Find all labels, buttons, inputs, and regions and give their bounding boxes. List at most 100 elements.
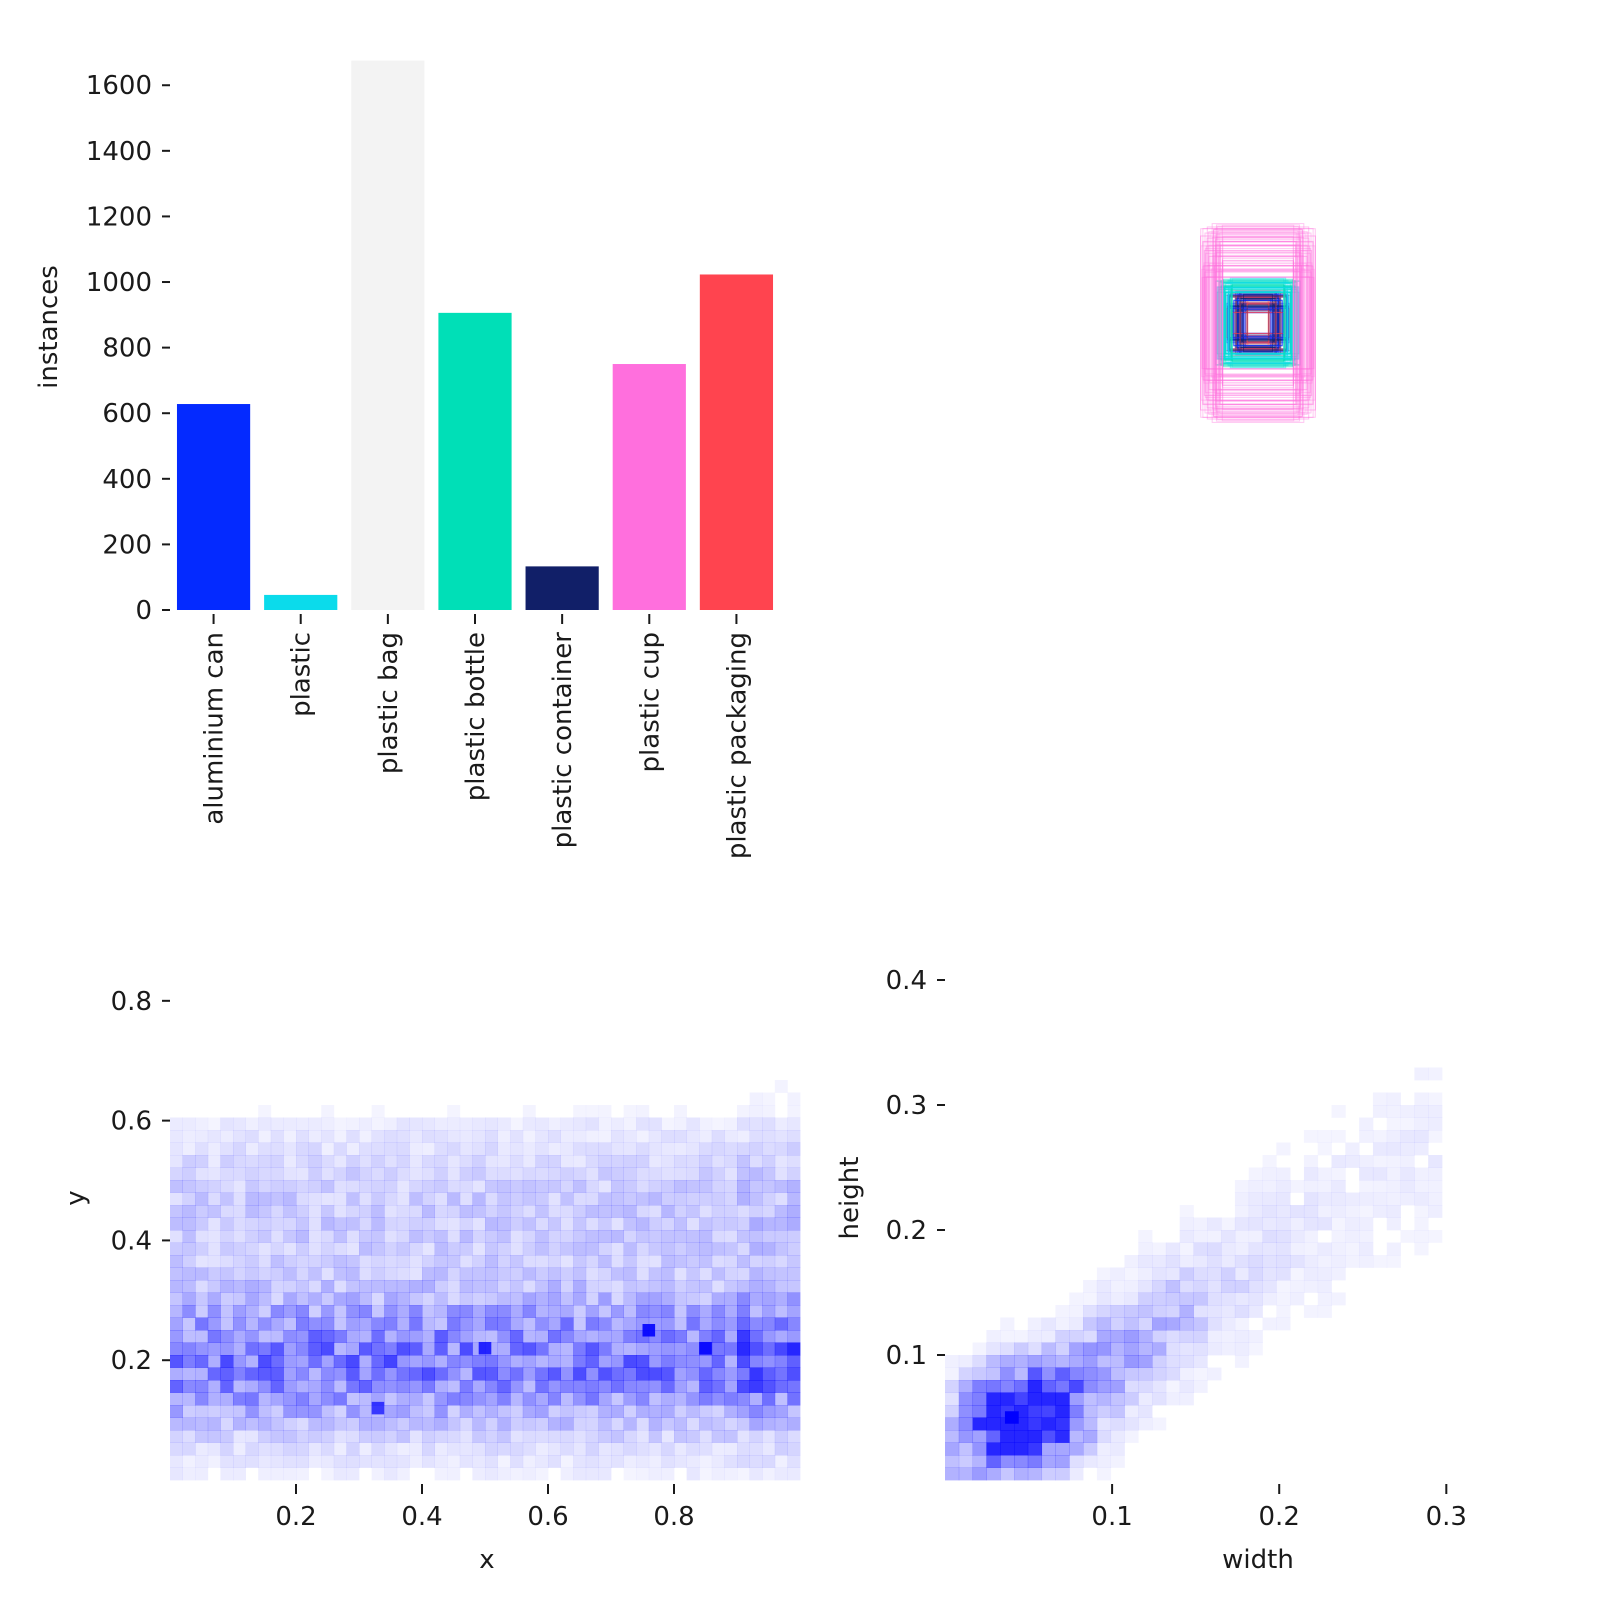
heatmap-cell	[1179, 1205, 1194, 1218]
heatmap-cell	[207, 1155, 221, 1168]
y-tick-label: 0.4	[886, 966, 927, 996]
heatmap-cell	[220, 1192, 234, 1206]
heatmap-cell	[774, 1205, 788, 1218]
heatmap-cell	[623, 1255, 637, 1268]
heatmap-cell	[762, 1242, 776, 1256]
heatmap-cell	[585, 1367, 599, 1381]
heatmap-cell	[636, 1342, 650, 1356]
heatmap-cell	[522, 1242, 536, 1256]
heatmap-cell	[548, 1217, 561, 1231]
heatmap-cell	[321, 1155, 335, 1168]
heatmap-cell	[699, 1192, 713, 1206]
x-tick-label: 0.2	[1259, 1502, 1300, 1532]
heatmap-cell	[510, 1305, 524, 1318]
heatmap-cell	[371, 1455, 385, 1468]
heatmap-cell	[270, 1255, 284, 1268]
heatmap-cell	[1165, 1330, 1181, 1343]
heatmap-cell	[283, 1217, 297, 1231]
heatmap-cell	[674, 1142, 687, 1156]
bounding-box	[1246, 306, 1270, 340]
heatmap-cell	[1386, 1205, 1401, 1218]
heatmap-cell	[573, 1230, 587, 1243]
heatmap-cell	[1276, 1180, 1291, 1193]
heatmap-cell	[1041, 1405, 1056, 1418]
heatmap-cell	[447, 1130, 461, 1143]
heatmap-cell	[585, 1442, 599, 1456]
heatmap-cell	[371, 1380, 385, 1393]
heatmap-cell	[245, 1380, 259, 1393]
heatmap-cell	[371, 1317, 385, 1331]
heatmap-cell	[258, 1142, 272, 1156]
heatmap-cell	[409, 1242, 423, 1256]
heatmap-cell	[497, 1455, 511, 1468]
heatmap-cell	[674, 1442, 687, 1456]
bounding-box	[1221, 259, 1295, 387]
width-height-heatmap: 0.1 0.2 0.30.10.20.30.4	[886, 966, 1467, 1532]
heatmap-cell	[661, 1142, 675, 1156]
heatmap-cell	[598, 1280, 612, 1293]
heatmap-cell	[699, 1242, 713, 1256]
heatmap-cell	[548, 1417, 561, 1431]
heatmap-cell	[573, 1342, 587, 1356]
heatmap-cell	[384, 1380, 398, 1393]
heatmap-cell	[573, 1205, 587, 1218]
heatmap-cell	[195, 1255, 209, 1268]
heatmap-cell	[774, 1180, 788, 1193]
heatmap-cell	[459, 1455, 473, 1468]
heatmap-cell	[737, 1380, 750, 1393]
heatmap-cell	[434, 1155, 448, 1168]
y-tick-label: 0.2	[886, 1216, 927, 1246]
heatmap-cell	[409, 1442, 423, 1456]
heatmap-cell	[1428, 1155, 1443, 1168]
heatmap-cell	[459, 1205, 473, 1218]
y-tick-label: 1200	[86, 202, 152, 232]
heatmap-cell	[1110, 1417, 1125, 1431]
heatmap-cell	[737, 1280, 750, 1293]
heatmap-cell	[724, 1155, 738, 1168]
heatmap-cell	[661, 1130, 675, 1143]
heatmap-cell	[661, 1367, 675, 1381]
heatmap-cell	[283, 1255, 297, 1268]
heatmap-cell	[1096, 1267, 1112, 1281]
heatmap-cell	[283, 1367, 297, 1381]
heatmap-cell	[1317, 1242, 1332, 1256]
heatmap-cell	[308, 1455, 322, 1468]
heatmap-cell	[674, 1155, 687, 1168]
heatmap-cell	[1041, 1355, 1056, 1368]
heatmap-cell	[573, 1455, 587, 1468]
heatmap-cell	[396, 1367, 410, 1381]
heatmap-cell	[1372, 1105, 1388, 1118]
heatmap-cell	[459, 1130, 473, 1143]
heatmap-cell	[245, 1305, 259, 1318]
heatmap-cell	[522, 1180, 536, 1193]
heatmap-cell	[485, 1217, 498, 1231]
heatmap-cell	[182, 1167, 196, 1181]
heatmap-cell	[384, 1430, 398, 1443]
heatmap-cell	[270, 1280, 284, 1293]
heatmap-cell	[1165, 1317, 1181, 1331]
heatmap-cell	[749, 1392, 763, 1406]
bounding-box	[1208, 250, 1308, 396]
heatmap-cell	[346, 1130, 360, 1143]
heatmap-cell	[182, 1355, 196, 1368]
heatmap-cell	[1152, 1280, 1167, 1293]
heatmap-cell	[1400, 1230, 1415, 1243]
heatmap-cell	[1179, 1305, 1194, 1318]
heatmap-cell	[485, 1267, 498, 1281]
heatmap-cell	[472, 1255, 486, 1268]
heatmap-cell	[749, 1105, 763, 1118]
heatmap-cell	[371, 1117, 385, 1131]
heatmap-cell	[945, 1355, 960, 1368]
heatmap-cell	[535, 1280, 549, 1293]
heatmap-cell	[1083, 1305, 1098, 1318]
heatmap-cell	[711, 1205, 725, 1218]
heatmap-cell	[472, 1392, 486, 1406]
heatmap-cell	[485, 1317, 498, 1331]
heatmap-cell	[170, 1205, 183, 1218]
heatmap-cell	[1414, 1217, 1429, 1231]
heatmap-cell	[1124, 1280, 1139, 1293]
heatmap-cell	[296, 1117, 309, 1131]
heatmap-cell	[611, 1242, 624, 1256]
heatmap-cell	[1041, 1367, 1056, 1381]
heatmap-cell	[749, 1180, 763, 1193]
